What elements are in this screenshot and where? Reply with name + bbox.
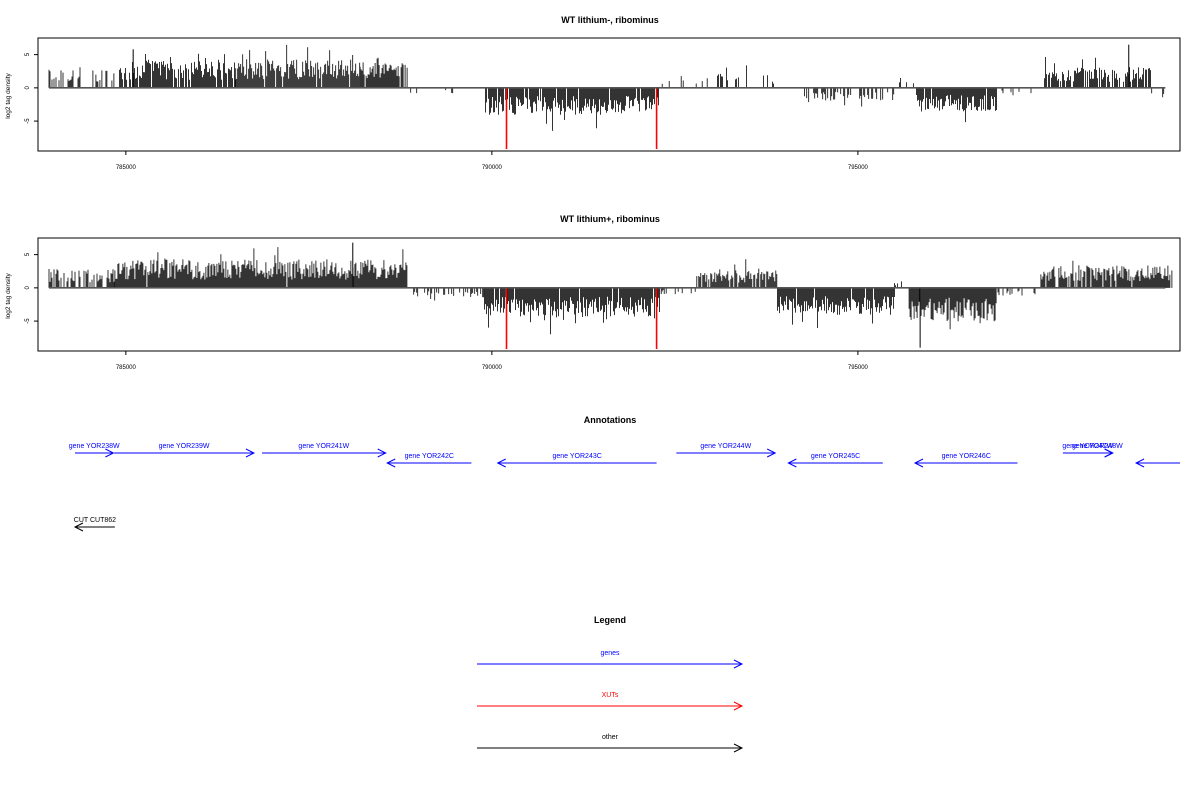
- gene-feature-label: gene YOR238W: [69, 443, 120, 450]
- x-tick-label: 795000: [848, 365, 869, 371]
- track-panel-lithium-plus: WT lithium+, ribominus log2 tag density …: [5, 214, 1181, 371]
- y-tick-label: -5: [25, 118, 31, 124]
- annotations-panel: Annotations gene YOR238W gene YOR239W gene…: [69, 415, 1180, 532]
- x-tick-label: 790000: [482, 365, 503, 371]
- gene-feature-label: gene YOR243C: [553, 453, 602, 460]
- feature-arrows: gene YOR238W gene YOR239W gene YOR241W gene…: [69, 443, 1180, 532]
- plot-frame: [37, 237, 1181, 352]
- gene-feature-arrowhead: [787, 458, 797, 468]
- gene-feature-label: gene YOR246C: [942, 453, 991, 460]
- legend-label: genes: [600, 650, 620, 657]
- plot-frame: [37, 37, 1181, 152]
- gene-feature-arrowhead: [1134, 458, 1145, 468]
- legend-arrowhead: [733, 701, 744, 711]
- axes: 785000 790000 795000 -5 0 5: [25, 252, 869, 371]
- y-tick-label: -5: [25, 318, 31, 324]
- gene-feature-arrowhead: [1104, 448, 1114, 458]
- x-tick-label: 785000: [116, 165, 137, 171]
- gene-feature-arrowhead: [913, 458, 924, 468]
- gene-feature-arrowhead: [766, 448, 777, 458]
- gene-feature-label: gene YOR241W: [298, 443, 349, 450]
- x-tick-label: 785000: [116, 365, 137, 371]
- gene-feature-label: gene YOR239W: [159, 443, 210, 450]
- gene-feature-arrowhead: [386, 458, 396, 468]
- annotations-title: Annotations: [584, 415, 637, 425]
- legend-title: Legend: [594, 615, 626, 625]
- axes: 785000 790000 795000 -5 0 5: [25, 52, 869, 171]
- other-feature-arrowhead: [73, 522, 84, 532]
- gene-feature-label: gene YOR242C: [405, 453, 454, 460]
- y-tick-label: 5: [25, 252, 31, 256]
- gene-feature-label: gene YOR245C: [811, 453, 860, 460]
- track-title: WT lithium-, ribominus: [561, 15, 659, 25]
- gene-feature-label: gene YOR247W: [1062, 443, 1113, 450]
- x-tick-label: 790000: [482, 165, 503, 171]
- other-feature-label: CUT CUT862: [74, 517, 116, 524]
- track-title: WT lithium+, ribominus: [560, 214, 660, 224]
- track-panel-lithium-minus: WT lithium-, ribominus log2 tag density …: [5, 15, 1181, 171]
- gene-feature-arrowhead: [496, 458, 506, 468]
- y-axis-label: log2 tag density: [5, 272, 12, 318]
- gene-feature-arrowhead: [377, 448, 387, 458]
- legend: Legend genes XUTs other: [477, 615, 744, 753]
- y-tick-label: 0: [25, 286, 31, 290]
- gene-feature-arrowhead: [245, 448, 256, 458]
- legend-label: other: [602, 734, 619, 741]
- y-tick-label: 5: [25, 52, 31, 56]
- gene-feature-arrowhead: [105, 448, 115, 458]
- legend-arrowhead: [733, 743, 744, 753]
- signal-bars: [48, 44, 1166, 150]
- gene-feature-label: gene YOR248W: [1072, 443, 1123, 450]
- legend-items: genes XUTs other: [477, 650, 744, 753]
- y-axis-label: log2 tag density: [5, 72, 12, 118]
- legend-arrowhead: [733, 659, 744, 669]
- y-tick-label: 0: [25, 86, 31, 90]
- x-tick-label: 795000: [848, 165, 869, 171]
- gene-feature-label: gene YOR244W: [700, 443, 751, 450]
- legend-label: XUTs: [602, 692, 619, 699]
- signal-bars: [48, 242, 1173, 350]
